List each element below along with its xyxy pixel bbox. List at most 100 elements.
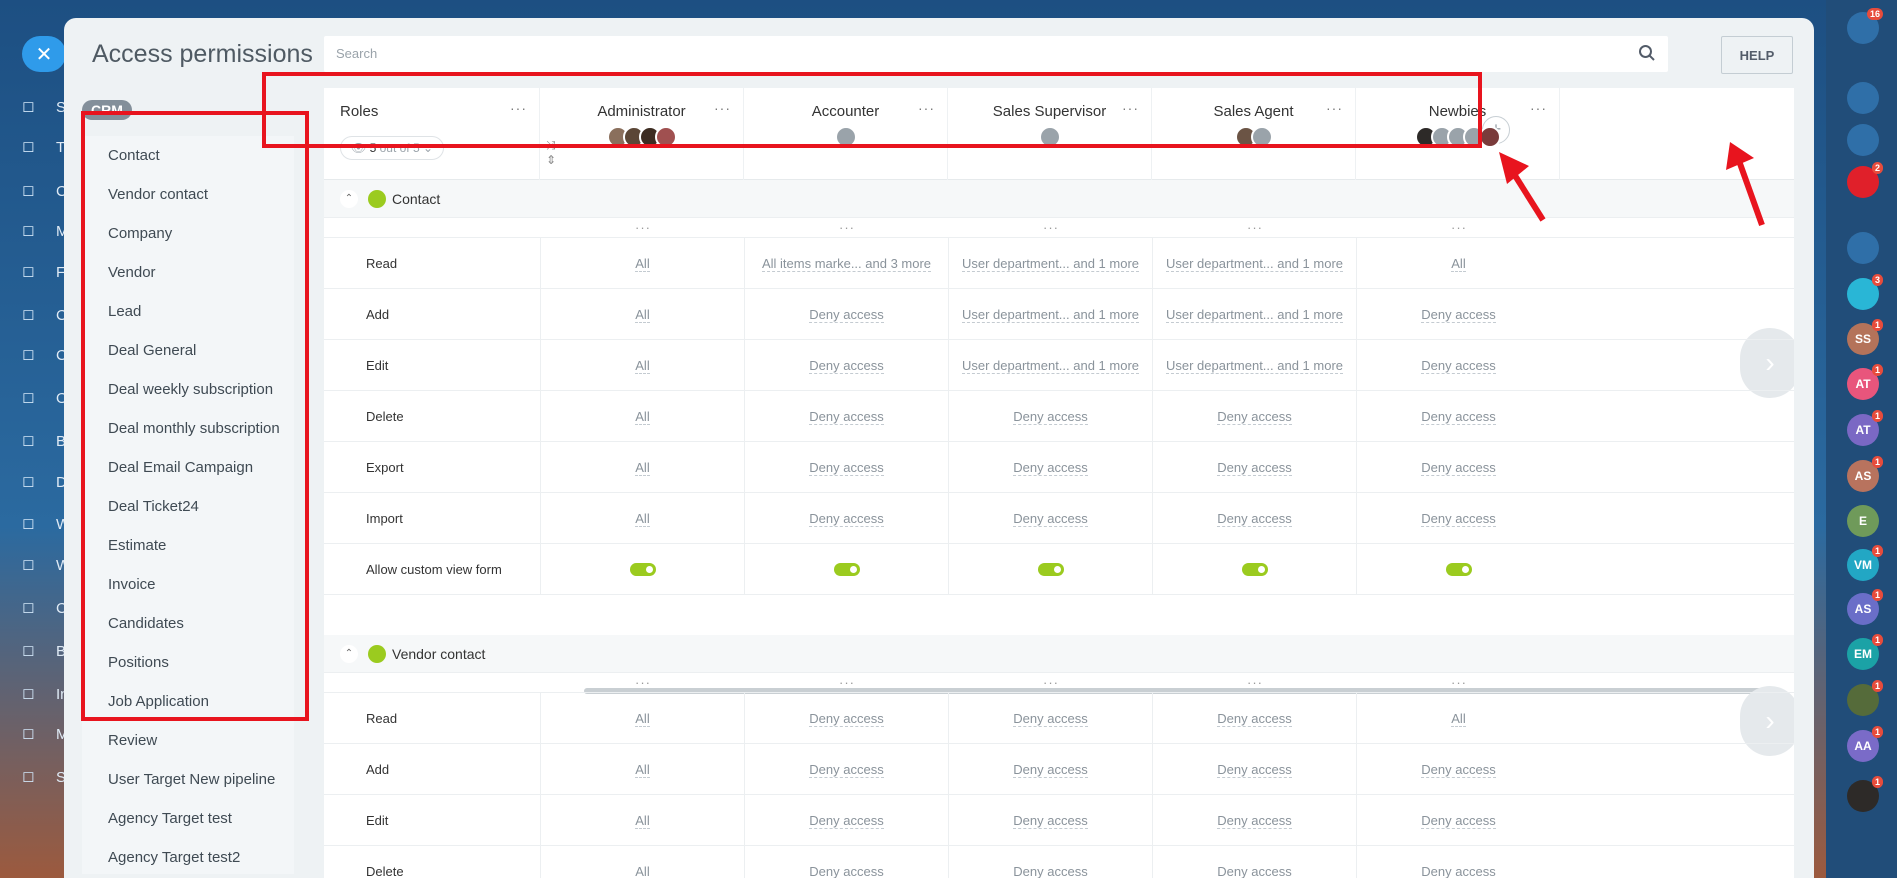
- permission-cell[interactable]: All: [1356, 693, 1560, 744]
- cell-menu-icon[interactable]: ···: [635, 220, 651, 235]
- entity-section-header[interactable]: ⌃ Vendor contact: [324, 635, 1794, 673]
- toggle-switch[interactable]: [1445, 563, 1472, 576]
- cell-menu-icon[interactable]: ···: [839, 675, 855, 690]
- search-icon[interactable]: [1638, 44, 1656, 62]
- permission-value[interactable]: User department... and 1 more: [961, 306, 1140, 323]
- permission-cell[interactable]: All: [540, 442, 744, 493]
- permission-value[interactable]: Deny access: [1013, 812, 1088, 829]
- permission-cell[interactable]: Deny access: [948, 846, 1152, 878]
- permission-value[interactable]: Deny access: [1013, 408, 1088, 425]
- right-rail-item[interactable]: 16: [1847, 8, 1883, 44]
- permission-value[interactable]: Deny access: [1421, 408, 1496, 425]
- right-rail-item[interactable]: 2: [1847, 162, 1883, 198]
- permission-cell[interactable]: User department... and 1 more: [1152, 340, 1356, 391]
- right-rail-item[interactable]: AS 1: [1847, 456, 1883, 492]
- permission-value[interactable]: All: [635, 408, 650, 425]
- permission-value[interactable]: Deny access: [809, 710, 884, 727]
- permission-value[interactable]: All: [635, 459, 650, 476]
- permission-cell[interactable]: Deny access: [1152, 795, 1356, 846]
- role-column-header[interactable]: Newbies ···: [1356, 88, 1560, 180]
- right-rail-item[interactable]: AA 1: [1847, 726, 1883, 762]
- search-input[interactable]: Search: [324, 36, 1668, 72]
- permission-cell[interactable]: Deny access: [744, 493, 948, 544]
- role-members[interactable]: [744, 126, 947, 148]
- permission-cell[interactable]: User department... and 1 more: [948, 238, 1152, 289]
- permission-value[interactable]: Deny access: [809, 761, 884, 778]
- chevron-up-icon[interactable]: ⌃: [340, 645, 358, 663]
- permission-cell[interactable]: All: [1356, 238, 1560, 289]
- role-menu-icon[interactable]: ···: [714, 100, 731, 116]
- right-rail-item[interactable]: [1847, 232, 1879, 264]
- nav-item[interactable]: Agency Target test2: [108, 849, 241, 866]
- permission-value[interactable]: Deny access: [809, 306, 884, 323]
- cell-menu-icon[interactable]: ···: [1043, 675, 1059, 690]
- nav-item[interactable]: Deal weekly subscription: [108, 381, 274, 398]
- permission-value[interactable]: Deny access: [1421, 510, 1496, 527]
- permission-cell[interactable]: All: [540, 340, 744, 391]
- roles-visibility-filter[interactable]: 👁 5 out of 5 ⌄: [340, 136, 444, 160]
- permission-cell[interactable]: Deny access: [744, 391, 948, 442]
- permission-value[interactable]: Deny access: [1421, 357, 1496, 374]
- permission-cell[interactable]: Deny access: [1152, 846, 1356, 878]
- permission-cell[interactable]: Deny access: [1356, 795, 1560, 846]
- toggle-switch[interactable]: [833, 563, 860, 576]
- permission-value[interactable]: All: [635, 357, 650, 374]
- permission-value[interactable]: All: [635, 761, 650, 778]
- cell-menu-icon[interactable]: ···: [1247, 675, 1263, 690]
- toggle-switch[interactable]: [1241, 563, 1268, 576]
- permission-value[interactable]: Deny access: [1217, 459, 1292, 476]
- permission-value[interactable]: User department... and 1 more: [1165, 306, 1344, 323]
- nav-item[interactable]: User Target New pipeline: [108, 771, 276, 788]
- permission-cell[interactable]: All: [540, 238, 744, 289]
- right-rail-item[interactable]: SS 1: [1847, 319, 1883, 355]
- permission-value[interactable]: All: [1451, 255, 1466, 272]
- permission-cell[interactable]: All: [540, 693, 744, 744]
- permission-value[interactable]: Deny access: [809, 863, 884, 878]
- permission-cell[interactable]: Deny access: [948, 442, 1152, 493]
- permission-cell[interactable]: [948, 544, 1152, 595]
- permission-cell[interactable]: Deny access: [744, 795, 948, 846]
- permission-value[interactable]: User department... and 1 more: [1165, 255, 1344, 272]
- cell-menu-icon[interactable]: ···: [1451, 220, 1467, 235]
- right-rail-item[interactable]: EM 1: [1847, 634, 1883, 670]
- role-members[interactable]: [540, 126, 743, 148]
- nav-item[interactable]: Lead: [108, 303, 142, 320]
- permission-cell[interactable]: Deny access: [948, 693, 1152, 744]
- permission-cell[interactable]: Deny access: [1152, 442, 1356, 493]
- nav-item[interactable]: Review: [108, 732, 158, 749]
- permission-value[interactable]: Deny access: [809, 357, 884, 374]
- permission-value[interactable]: Deny access: [1421, 812, 1496, 829]
- permission-cell[interactable]: All items marke... and 3 more: [744, 238, 948, 289]
- role-menu-icon[interactable]: ···: [1530, 100, 1547, 116]
- right-rail-item[interactable]: 1: [1847, 776, 1883, 812]
- help-button[interactable]: HELP: [1721, 36, 1793, 74]
- role-column-header[interactable]: Accounter ···: [744, 88, 948, 180]
- permission-value[interactable]: All: [635, 812, 650, 829]
- permission-cell[interactable]: Deny access: [744, 340, 948, 391]
- right-rail-item[interactable]: [1847, 82, 1879, 114]
- permission-cell[interactable]: [744, 544, 948, 595]
- nav-item[interactable]: Candidates: [108, 615, 184, 632]
- permission-value[interactable]: Deny access: [1013, 863, 1088, 878]
- nav-item[interactable]: Company: [108, 225, 173, 242]
- right-rail-item[interactable]: AT 1: [1847, 364, 1883, 400]
- nav-item[interactable]: Vendor contact: [108, 186, 209, 203]
- right-rail-item[interactable]: VM 1: [1847, 545, 1883, 581]
- permission-cell[interactable]: Deny access: [1356, 846, 1560, 878]
- permission-value[interactable]: Deny access: [1421, 761, 1496, 778]
- permission-value[interactable]: Deny access: [1217, 710, 1292, 727]
- permission-cell[interactable]: Deny access: [1356, 493, 1560, 544]
- nav-item[interactable]: Deal Email Campaign: [108, 459, 254, 476]
- permission-value[interactable]: All items marke... and 3 more: [761, 255, 932, 272]
- permission-value[interactable]: Deny access: [1217, 863, 1292, 878]
- permission-value[interactable]: Deny access: [1013, 710, 1088, 727]
- scroll-right-button-lower[interactable]: ›: [1740, 686, 1794, 756]
- role-column-header[interactable]: Sales Agent ···: [1152, 88, 1356, 180]
- horizontal-scrollbar[interactable]: [584, 688, 1768, 694]
- nav-item[interactable]: Job Application: [108, 693, 209, 710]
- entity-section-header[interactable]: ⌃ Contact: [324, 180, 1794, 218]
- right-rail-item[interactable]: AT 1: [1847, 410, 1883, 446]
- permission-cell[interactable]: Deny access: [1152, 493, 1356, 544]
- permission-value[interactable]: Deny access: [1013, 459, 1088, 476]
- permission-cell[interactable]: All: [540, 846, 744, 878]
